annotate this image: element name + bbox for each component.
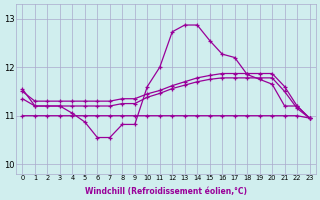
X-axis label: Windchill (Refroidissement éolien,°C): Windchill (Refroidissement éolien,°C)	[85, 187, 247, 196]
